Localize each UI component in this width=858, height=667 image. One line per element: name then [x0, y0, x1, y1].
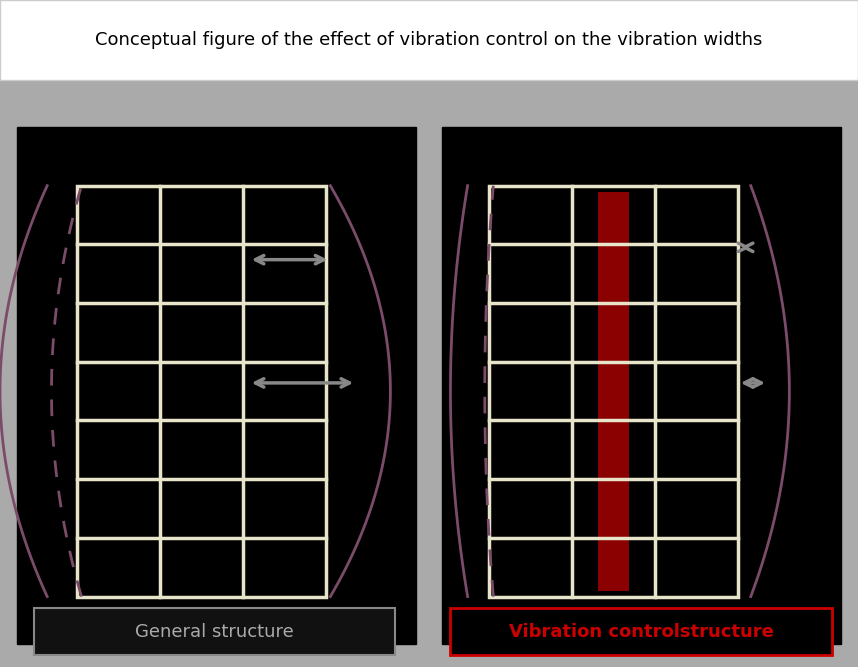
Bar: [598, 191, 629, 591]
Bar: [17, 127, 416, 644]
Bar: [77, 185, 326, 596]
Bar: [450, 608, 832, 655]
Text: Conceptual figure of the effect of vibration control on the vibration widths: Conceptual figure of the effect of vibra…: [95, 31, 763, 49]
Bar: [489, 185, 738, 596]
Bar: [442, 127, 841, 644]
Text: General structure: General structure: [135, 623, 294, 641]
Text: Vibration controlstructure: Vibration controlstructure: [509, 623, 774, 641]
Bar: [34, 608, 395, 655]
